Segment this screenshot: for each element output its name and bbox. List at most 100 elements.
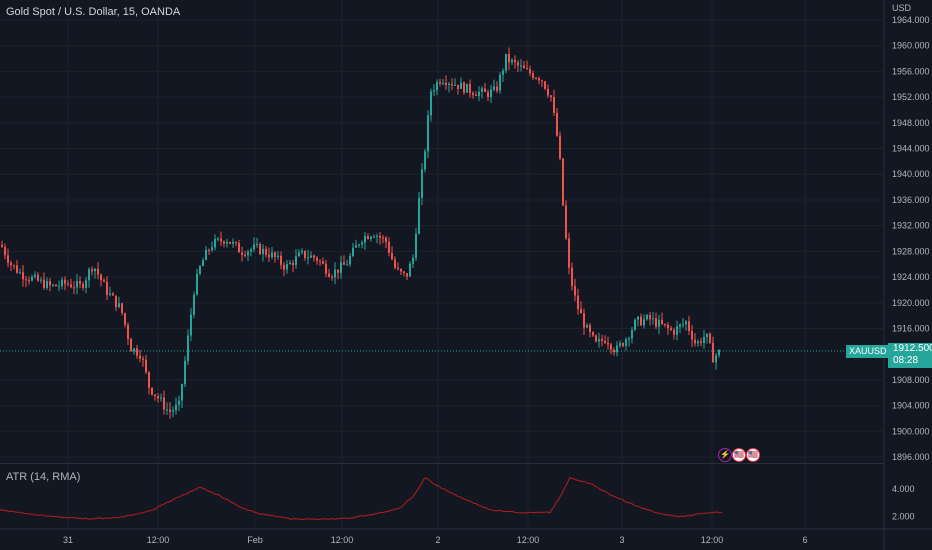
candle-body xyxy=(664,323,666,325)
candle-body xyxy=(490,89,492,98)
candle-body xyxy=(505,53,507,71)
candle-body xyxy=(523,65,525,69)
candle-body xyxy=(463,82,465,93)
candle-body xyxy=(91,269,93,272)
candle-body xyxy=(166,409,168,411)
candle-body xyxy=(637,316,639,320)
candle-body xyxy=(19,272,21,274)
price-tick-label: 1944.000 xyxy=(892,144,930,154)
price-tick-label: 1924.000 xyxy=(892,272,930,282)
candle-body xyxy=(253,244,255,250)
candle-body xyxy=(82,283,84,288)
candle-body xyxy=(646,314,648,320)
candle-body xyxy=(556,112,558,136)
candle-body xyxy=(1,244,3,247)
candle-body xyxy=(373,236,375,238)
candle-body xyxy=(631,329,633,339)
us-flag-icon-2[interactable]: 🇺🇸 xyxy=(746,448,760,462)
candle-body xyxy=(295,256,297,266)
us-flag-icon[interactable]: 🇺🇸 xyxy=(732,448,746,462)
candle-body xyxy=(130,338,132,352)
candle-body xyxy=(7,255,9,263)
last-price-tag: 1912.500 08:28 xyxy=(888,343,932,368)
candle-body xyxy=(196,273,198,295)
candle-body xyxy=(286,264,288,270)
candle-body xyxy=(574,285,576,296)
candle-body xyxy=(301,250,303,253)
time-axis[interactable]: 31 12:00 Feb 12:00 2 12:00 3 12:00 6 xyxy=(63,535,808,545)
candle-body xyxy=(217,238,219,240)
time-tick-label: 12:00 xyxy=(517,535,540,545)
candle-body xyxy=(499,74,501,91)
candle-body xyxy=(160,397,162,399)
candle-body xyxy=(112,293,114,296)
candle-body xyxy=(343,262,345,265)
price-tick-label: 1920.000 xyxy=(892,298,930,308)
price-tick-label: 1908.000 xyxy=(892,375,930,385)
candle-body xyxy=(406,273,408,277)
candle-body xyxy=(274,252,276,258)
candle-body xyxy=(442,82,444,84)
candle-body xyxy=(682,324,684,326)
candle-body xyxy=(358,244,360,246)
candle-body xyxy=(403,271,405,274)
candle-body xyxy=(589,325,591,332)
candle-body xyxy=(583,313,585,328)
candle-body xyxy=(13,265,15,267)
candle-body xyxy=(277,255,279,258)
candle-body xyxy=(502,70,504,75)
candle-body xyxy=(328,273,330,277)
candle-body xyxy=(391,252,393,260)
candle-body xyxy=(28,279,30,281)
lightning-icon[interactable]: ⚡ xyxy=(718,448,732,462)
candle-body xyxy=(322,261,324,264)
candle-body xyxy=(571,267,573,286)
candle-body xyxy=(175,404,177,411)
atr-legend: ATR (14, RMA) xyxy=(6,471,81,483)
candle-body xyxy=(154,394,156,397)
candle-body xyxy=(148,372,150,388)
candle-body xyxy=(364,236,366,243)
candle-body xyxy=(691,330,693,340)
price-axis[interactable]: 1964.000 1960.000 1956.000 1952.000 1948.000… xyxy=(892,15,930,462)
candle-body xyxy=(487,91,489,98)
candle-body xyxy=(163,397,165,410)
candle-body xyxy=(433,90,435,92)
time-tick-label: 12:00 xyxy=(331,535,354,545)
candle-series xyxy=(1,47,720,419)
candle-body xyxy=(172,410,174,412)
candle-body xyxy=(628,338,630,340)
candle-body xyxy=(331,276,333,278)
candle-body xyxy=(622,343,624,346)
candle-body xyxy=(388,242,390,253)
candle-body xyxy=(643,319,645,326)
candle-body xyxy=(94,268,96,272)
price-tick-label: 1956.000 xyxy=(892,66,930,76)
candle-body xyxy=(202,260,204,267)
candle-body xyxy=(493,86,495,90)
candle-body xyxy=(241,252,243,255)
candle-body xyxy=(565,205,567,239)
candle-body xyxy=(37,274,39,281)
candle-body xyxy=(346,264,348,266)
candle-body xyxy=(607,342,609,345)
candle-body xyxy=(79,281,81,284)
candle-body xyxy=(46,281,48,289)
candle-body xyxy=(298,252,300,257)
candle-body xyxy=(661,319,663,324)
price-tick-label: 1928.000 xyxy=(892,246,930,256)
price-tick-label: 1936.000 xyxy=(892,195,930,205)
candle-body xyxy=(319,260,321,262)
candle-body xyxy=(190,314,192,336)
atr-axis[interactable]: 4.000 2.000 xyxy=(892,484,915,522)
candle-body xyxy=(652,318,654,320)
candle-body xyxy=(229,241,231,244)
candle-body xyxy=(49,281,51,286)
time-tick-label: 12:00 xyxy=(701,535,724,545)
candle-body xyxy=(370,236,372,239)
candle-body xyxy=(616,345,618,353)
candle-body xyxy=(613,349,615,353)
candle-body xyxy=(640,316,642,326)
candle-body xyxy=(61,279,63,286)
